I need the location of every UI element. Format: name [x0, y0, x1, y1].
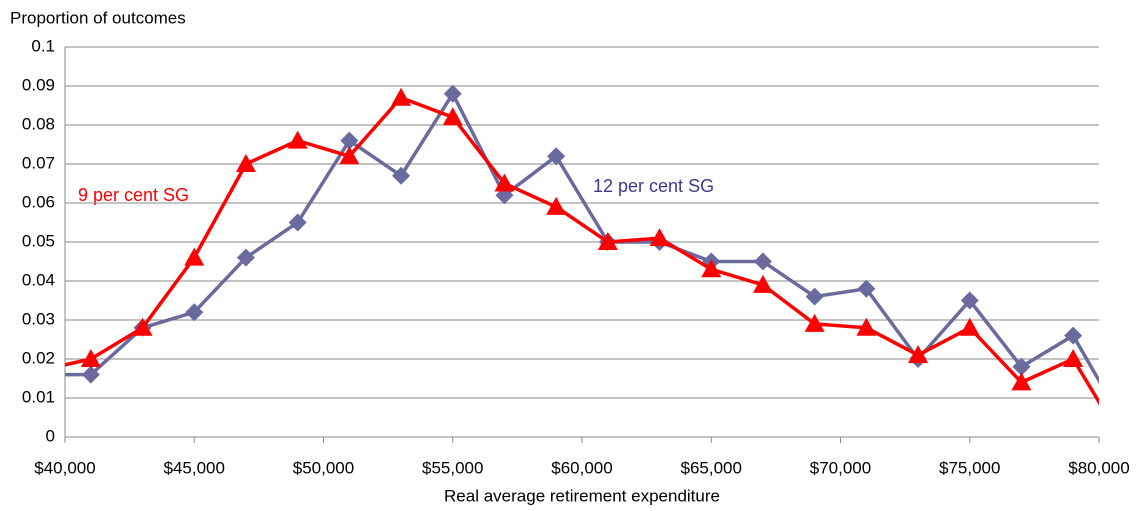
- data-marker: [287, 130, 308, 149]
- y-axis-title: Proportion of outcomes: [10, 8, 186, 27]
- x-tick-label: $55,000: [422, 458, 483, 477]
- data-marker: [1011, 372, 1032, 391]
- x-tick-label: $50,000: [293, 458, 354, 477]
- x-tick-label: $60,000: [551, 458, 612, 477]
- x-tick-label: $45,000: [164, 458, 225, 477]
- y-tick-label: 0.07: [22, 153, 55, 172]
- y-tick-label: 0.1: [31, 36, 55, 55]
- y-tick-label: 0.08: [22, 114, 55, 133]
- data-marker: [753, 252, 772, 271]
- y-tick-label: 0.02: [22, 348, 55, 367]
- data-marker: [443, 84, 462, 103]
- series-line: [65, 90, 1099, 384]
- y-tick-label: 0.01: [22, 387, 55, 406]
- data-marker: [1012, 357, 1031, 376]
- data-marker: [340, 131, 359, 150]
- data-marker: [442, 107, 463, 126]
- data-marker: [752, 274, 773, 293]
- data-marker: [701, 259, 722, 278]
- y-tick-label: 0: [46, 426, 55, 445]
- data-marker: [391, 87, 412, 106]
- data-marker: [185, 303, 204, 322]
- y-tick-label: 0.04: [22, 270, 55, 289]
- data-marker: [1064, 326, 1083, 345]
- data-marker: [908, 345, 929, 364]
- data-marker: [494, 173, 515, 192]
- data-marker: [184, 247, 205, 266]
- series-line: [65, 95, 1099, 406]
- y-tick-label: 0.05: [22, 231, 55, 250]
- y-tick-label: 0.09: [22, 75, 55, 94]
- data-marker: [1116, 416, 1134, 434]
- x-tick-label: $75,000: [939, 458, 1000, 477]
- data-marker: [1115, 435, 1135, 453]
- series-label: 9 per cent SG: [78, 185, 189, 205]
- data-marker: [805, 287, 824, 306]
- series-label: 12 per cent SG: [593, 176, 714, 196]
- data-marker: [236, 248, 255, 267]
- data-marker: [1063, 349, 1084, 367]
- y-tick-label: 0.06: [22, 192, 55, 211]
- data-marker: [597, 232, 618, 250]
- data-marker: [81, 365, 100, 384]
- data-marker: [649, 228, 670, 247]
- data-marker: [804, 313, 825, 332]
- data-marker: [235, 154, 256, 172]
- data-marker: [339, 146, 360, 165]
- x-tick-label: $65,000: [681, 458, 742, 477]
- data-marker: [288, 213, 307, 232]
- data-marker: [960, 291, 979, 310]
- y-tick-label: 0.03: [22, 309, 55, 328]
- data-marker: [547, 147, 566, 166]
- x-tick-label: $40,000: [34, 458, 95, 477]
- data-marker: [80, 349, 101, 367]
- data-marker: [392, 166, 411, 185]
- data-marker: [856, 317, 877, 336]
- plot-area: [30, 84, 1135, 453]
- data-marker: [959, 317, 980, 336]
- x-tick-label: $70,000: [810, 458, 871, 477]
- data-marker: [857, 279, 876, 298]
- x-tick-label: $80,000: [1068, 458, 1129, 477]
- data-marker: [132, 317, 153, 336]
- data-marker: [30, 366, 48, 384]
- data-marker: [546, 196, 567, 215]
- x-axis-title: Real average retirement expenditure: [444, 486, 720, 505]
